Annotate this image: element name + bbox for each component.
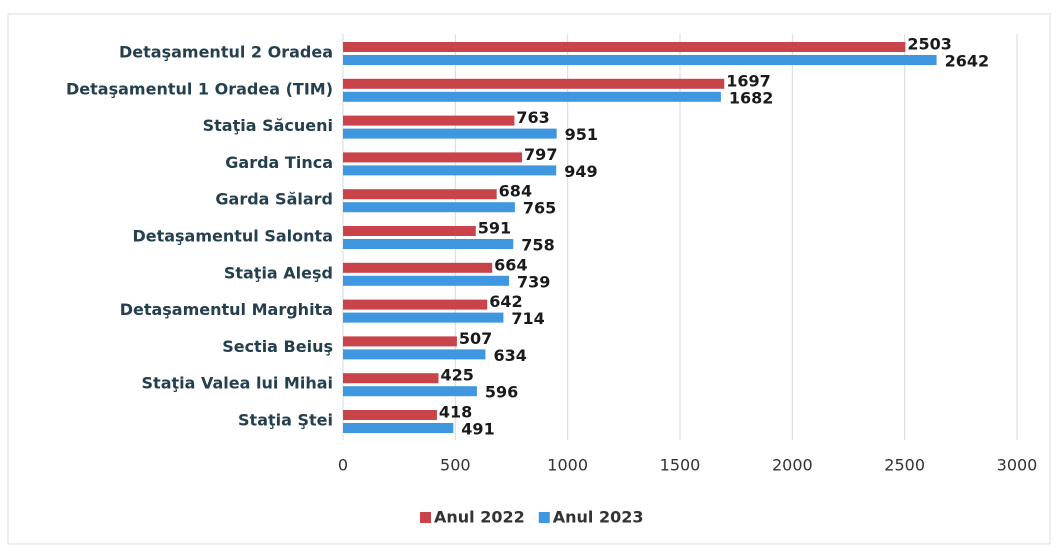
data-label: 1682: [729, 88, 774, 107]
data-label: 951: [565, 125, 598, 144]
bar: [343, 386, 477, 397]
x-tick-label: 1000: [547, 456, 588, 475]
legend-swatch: [420, 512, 431, 523]
category-label: Staţia Săcueni: [203, 116, 333, 135]
bar: [343, 165, 557, 176]
data-label: 714: [511, 309, 544, 328]
legend-label: Anul 2022: [434, 508, 525, 527]
bar: [343, 152, 523, 163]
data-label: 591: [478, 219, 511, 238]
bar: [343, 262, 493, 273]
x-tick-label: 2000: [772, 456, 813, 475]
x-tick-label: 0: [338, 456, 348, 475]
x-tick-label: 2500: [884, 456, 925, 475]
legend-swatch: [538, 512, 550, 523]
data-label: 949: [564, 162, 597, 181]
bar: [343, 299, 488, 310]
category-label: Detaşamentul 2 Oradea: [119, 43, 333, 62]
bar: [343, 423, 454, 433]
data-label: 507: [459, 329, 492, 348]
bar: [343, 373, 439, 384]
bar: [343, 42, 906, 52]
data-label: 642: [489, 292, 522, 311]
bar: [343, 202, 515, 213]
category-label: Detaşamentul 1 Oradea (TIM): [66, 79, 333, 98]
bar: [343, 239, 514, 249]
data-label: 1697: [726, 71, 771, 90]
x-tick-label: 1500: [660, 456, 701, 475]
data-label: 425: [440, 366, 473, 385]
x-tick-label: 3000: [997, 456, 1038, 475]
category-label: Sectia Beiuş: [222, 337, 333, 356]
bar: [343, 410, 437, 420]
data-label: 763: [516, 108, 549, 127]
data-label: 634: [493, 346, 526, 365]
data-label: 2642: [945, 52, 990, 71]
data-label: 491: [461, 420, 494, 439]
bar: [343, 189, 497, 200]
bar: [343, 128, 557, 139]
data-label: 664: [494, 255, 527, 274]
data-label: 765: [523, 199, 556, 218]
bar: [343, 349, 486, 360]
bar: [343, 312, 504, 323]
chart-frame: [7, 13, 1051, 545]
data-label: 739: [517, 272, 550, 291]
data-label: 596: [485, 383, 518, 402]
category-label: Staţia Ştei: [238, 411, 333, 430]
category-label: Staţia Valea lui Mihai: [142, 374, 333, 393]
data-label: 684: [499, 182, 532, 201]
category-label: Detaşamentul Marghita: [120, 300, 333, 319]
bar: [343, 91, 721, 102]
data-label: 758: [521, 236, 554, 255]
bar: [343, 275, 510, 286]
category-label: Detaşamentul Salonta: [132, 227, 333, 246]
legend-label: Anul 2023: [553, 508, 644, 527]
category-label: Staţia Aleşd: [224, 263, 333, 282]
category-label: Garda Tinca: [225, 153, 333, 172]
bar: [343, 55, 937, 65]
bar: [343, 115, 515, 126]
data-label: 2503: [907, 35, 952, 54]
bar: [343, 78, 725, 89]
bar: [343, 226, 476, 236]
category-label: Garda Sălard: [215, 190, 333, 209]
data-label: 418: [439, 403, 472, 422]
bar: [343, 336, 457, 347]
data-label: 797: [524, 145, 557, 164]
x-tick-label: 500: [440, 456, 471, 475]
